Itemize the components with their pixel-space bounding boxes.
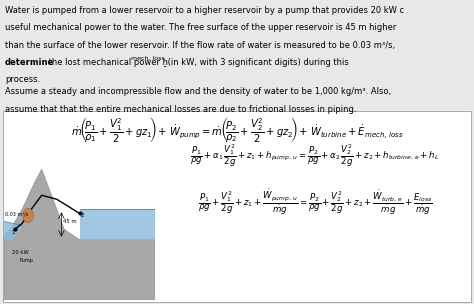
Text: 2: 2 (81, 213, 84, 218)
Text: determine: determine (5, 58, 54, 67)
Text: 45 m: 45 m (63, 219, 76, 224)
Circle shape (23, 208, 34, 223)
Bar (3, 111, 471, 302)
Text: $\dfrac{P_1}{\rho g} + \dfrac{V_1^2}{2g} + z_1 + \dfrac{\dot{W}_{pump,\,u}}{\dot: $\dfrac{P_1}{\rho g} + \dfrac{V_1^2}{2g}… (198, 188, 432, 217)
Text: assume that that the entire mechanical losses are due to frictional losses in pi: assume that that the entire mechanical l… (5, 105, 356, 114)
Text: process.: process. (5, 75, 40, 84)
Text: mech, loss: mech, loss (131, 56, 164, 61)
Text: the lost mechanical power ẖ: the lost mechanical power ẖ (46, 58, 168, 67)
Polygon shape (80, 209, 155, 240)
Text: 1: 1 (11, 230, 15, 234)
Text: 20 kW: 20 kW (11, 250, 28, 255)
Text: $\dot{m}\!\left(\!\dfrac{P_1}{\rho_1} + \dfrac{V_1^2}{2} + gz_1\!\right)\! +\, \: $\dot{m}\!\left(\!\dfrac{P_1}{\rho_1} + … (71, 115, 403, 144)
Text: $\dfrac{P_1}{\rho g} + \alpha_1\,\dfrac{V_1^2}{2g} + z_1 + h_{pump,\,u} = \dfrac: $\dfrac{P_1}{\rho g} + \alpha_1\,\dfrac{… (191, 143, 439, 169)
Text: Assume a steady and incompressible flow and the density of water to be 1,000 kg/: Assume a steady and incompressible flow … (5, 88, 391, 96)
Text: useful mechanical power to the water. The free surface of the upper reservoir is: useful mechanical power to the water. Th… (5, 23, 396, 32)
Text: 0.03 m³/s: 0.03 m³/s (5, 211, 28, 216)
Polygon shape (4, 169, 155, 300)
Text: Water is pumped from a lower reservoir to a higher reservoir by a pump that prov: Water is pumped from a lower reservoir t… (5, 6, 404, 15)
Text: (in kW, with 3 significant digits) during this: (in kW, with 3 significant digits) durin… (165, 58, 349, 67)
Text: Pump: Pump (20, 258, 34, 263)
Polygon shape (4, 221, 22, 240)
Text: than the surface of the lower reservoir. If the flow rate of water is measured t: than the surface of the lower reservoir.… (5, 41, 395, 50)
